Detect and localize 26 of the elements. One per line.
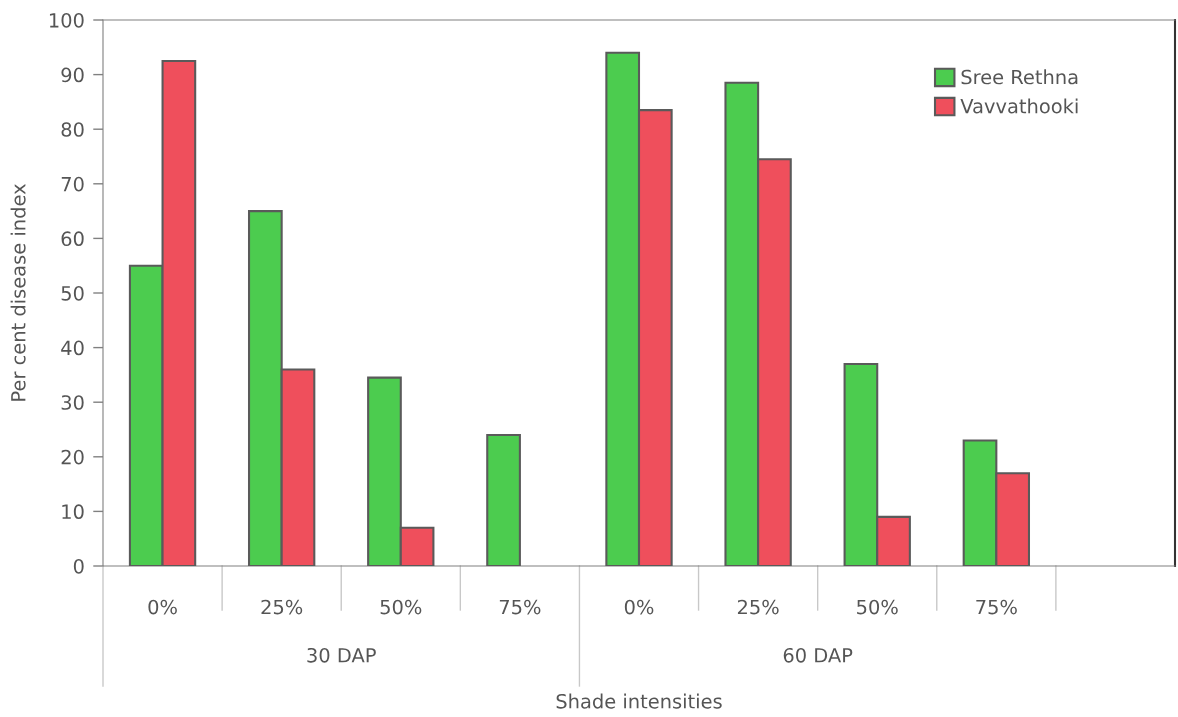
y-tick-label: 80 xyxy=(61,122,84,137)
y-tick-label: 30 xyxy=(61,395,84,410)
x-axis-title: Shade intensities xyxy=(556,693,722,709)
y-tick-label: 100 xyxy=(49,12,84,28)
x-tick-label: 25% xyxy=(737,599,779,615)
y-tick-label: 0 xyxy=(73,558,84,574)
x-tick-label: 50% xyxy=(857,599,898,615)
y-tick-label: 50 xyxy=(61,285,84,301)
x-tick-label: 75% xyxy=(976,599,1017,615)
y-tick-label: 90 xyxy=(61,67,84,83)
x-tick-label: 0% xyxy=(148,599,177,615)
x-tick-label: 75% xyxy=(499,599,541,615)
x-tick-label: 25% xyxy=(261,599,303,615)
text: 30 DAP xyxy=(307,647,376,663)
y-tick-label: 40 xyxy=(61,340,84,356)
y-tick-label: 60 xyxy=(61,231,84,247)
legend-label: Sree Rethna xyxy=(961,69,1078,85)
x-tick-label: 0% xyxy=(624,599,654,615)
legend-label: Vavvathooki xyxy=(960,98,1078,114)
y-tick-label: 20 xyxy=(61,449,84,465)
x-tick-label: 50% xyxy=(380,599,422,615)
y-axis-title: Per cent disease index xyxy=(10,184,26,401)
y-tick-label: 10 xyxy=(62,504,84,520)
bar xyxy=(486,433,521,566)
text: 60 DAP xyxy=(783,647,853,663)
y-tick-label: 70 xyxy=(61,176,84,192)
